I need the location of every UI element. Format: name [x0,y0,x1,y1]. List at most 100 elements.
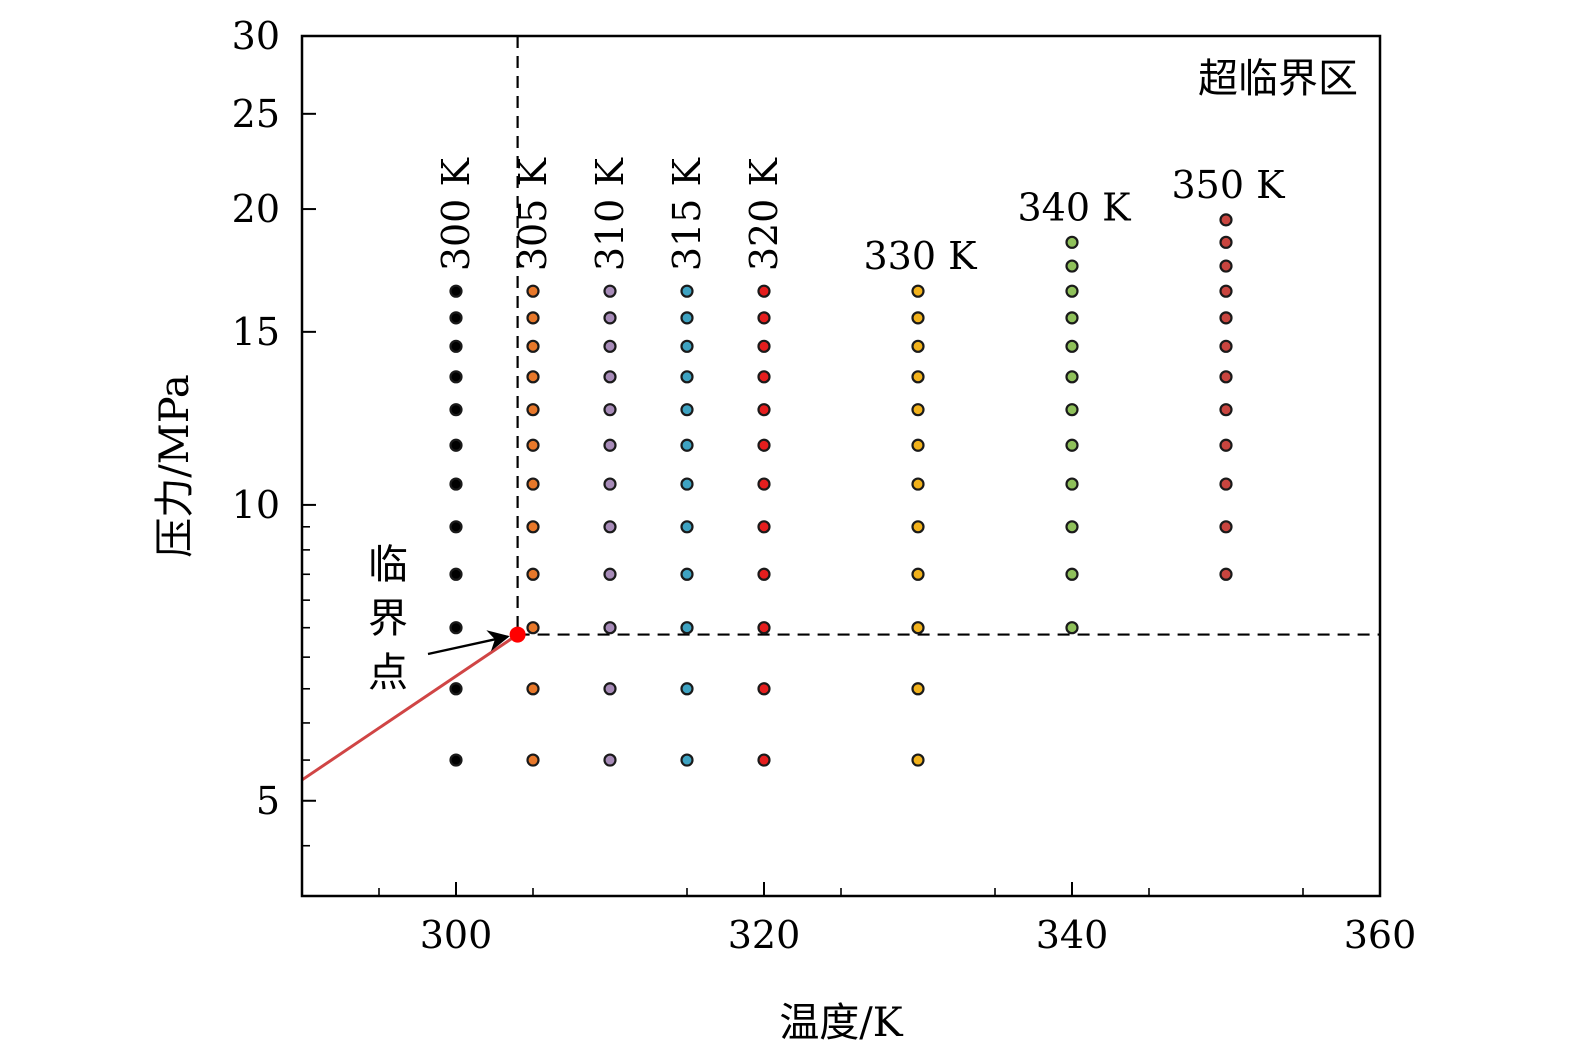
data-point [526,339,540,353]
data-point [603,621,617,635]
data-point [603,520,617,534]
data-point [757,370,771,384]
series-label: 330 K [864,234,978,278]
data-point [449,753,463,767]
data-point [526,438,540,452]
data-point [911,339,925,353]
reference-lines-layer [301,36,1380,782]
data-point [526,520,540,534]
data-points-layer [449,213,1233,767]
data-point [1065,621,1079,635]
data-point [1065,259,1079,273]
data-point [911,311,925,325]
data-point [1065,311,1079,325]
data-point [757,682,771,696]
data-point [911,438,925,452]
data-point [603,567,617,581]
data-point [1219,477,1233,491]
data-point [603,284,617,298]
data-point [757,284,771,298]
data-point [911,567,925,581]
data-point [449,477,463,491]
data-point [757,438,771,452]
data-point [757,311,771,325]
y-tick-label: 15 [232,310,280,354]
data-point [757,520,771,534]
y-tick-label: 10 [232,483,280,527]
data-point [911,284,925,298]
data-point [603,370,617,384]
x-tick-label: 300 [420,913,493,957]
y-tick-label: 5 [256,779,280,823]
data-point [680,438,694,452]
data-point [449,339,463,353]
series-label: 310 K [588,158,632,272]
data-point [1219,567,1233,581]
data-point [603,438,617,452]
series-label: 315 K [665,158,709,272]
data-point [911,682,925,696]
data-point [680,567,694,581]
axes-layer [300,34,1382,898]
series-label: 305 K [511,158,555,272]
data-point [526,682,540,696]
data-point [1065,567,1079,581]
data-point [449,520,463,534]
data-point [680,682,694,696]
data-point [449,311,463,325]
data-point [911,403,925,417]
data-point [1219,235,1233,249]
series-label: 340 K [1018,185,1132,229]
series-label: 300 K [434,158,478,272]
data-point [680,311,694,325]
critical-point-marker [509,626,526,643]
data-point [757,339,771,353]
phase-boundary-line [301,633,519,782]
data-point [1219,259,1233,273]
data-point [680,621,694,635]
data-point [1065,477,1079,491]
data-point [526,567,540,581]
data-point [603,311,617,325]
data-point [1065,284,1079,298]
data-point [757,403,771,417]
y-tick-label: 30 [232,14,280,58]
critical-point-label-char: 界 [368,596,408,642]
data-point [1219,438,1233,452]
data-point [449,621,463,635]
data-point [449,567,463,581]
y-tick-label: 25 [232,92,280,136]
data-point [1065,370,1079,384]
data-point [1219,370,1233,384]
supercritical-region-label: 超临界区 [1198,56,1358,102]
data-point [1219,403,1233,417]
x-tick-label: 360 [1344,913,1417,957]
data-point [1219,213,1233,227]
data-point [757,621,771,635]
series-label: 320 K [742,158,786,272]
data-point [526,621,540,635]
data-point [526,403,540,417]
y-tick-label: 20 [232,187,280,231]
data-point [911,520,925,534]
x-tick-label: 320 [728,913,801,957]
data-point [1065,438,1079,452]
data-point [449,403,463,417]
data-point [1065,403,1079,417]
data-point [526,753,540,767]
x-tick-label: 340 [1036,913,1109,957]
data-point [911,621,925,635]
data-point [526,370,540,384]
data-point [680,284,694,298]
critical-point-arrow [427,630,510,656]
text-layer: 300 320 340 360 5 10 15 20 25 30 温度/K 压力/MPa 300 K 30… [152,14,1416,1046]
data-point [603,339,617,353]
data-point [911,753,925,767]
data-point [757,753,771,767]
data-point [911,477,925,491]
data-point [1065,235,1079,249]
data-point [680,477,694,491]
data-point [680,370,694,384]
x-axis-title: 温度/K [779,1000,903,1046]
